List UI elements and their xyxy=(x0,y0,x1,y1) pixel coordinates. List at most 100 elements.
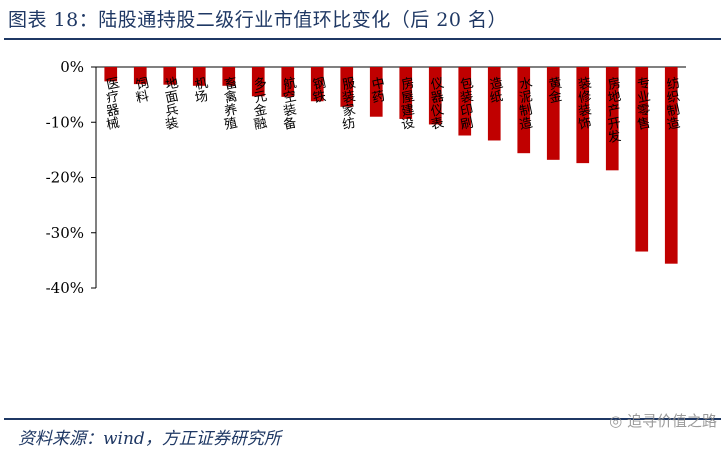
x-tick-char: 装 xyxy=(282,102,298,119)
chart-axes xyxy=(91,66,686,289)
x-tick-char: 装 xyxy=(577,76,593,93)
x-tick-char: 中 xyxy=(371,76,387,93)
x-tick-char: 铁 xyxy=(312,89,328,106)
x-tick-char: 器 xyxy=(430,89,446,106)
x-tick-char: 畜 xyxy=(223,75,239,93)
x-tick-char: 房 xyxy=(606,75,622,93)
bar xyxy=(605,67,619,171)
x-tick-char: 殖 xyxy=(223,115,239,133)
x-tick-char: 疗 xyxy=(105,89,121,106)
x-tick-label: 黄金 xyxy=(547,76,563,107)
x-tick-label: 造纸 xyxy=(489,76,505,107)
bar xyxy=(458,67,472,136)
y-tick-label: -10% xyxy=(46,113,84,131)
bar xyxy=(546,67,560,160)
x-tick-char: 金 xyxy=(252,101,268,119)
x-tick-char: 药 xyxy=(371,89,387,106)
x-tick-char: 水 xyxy=(518,76,534,93)
x-tick-char: 装 xyxy=(577,102,593,119)
bar xyxy=(104,67,118,82)
bar xyxy=(428,67,442,125)
x-tick-char: 服 xyxy=(341,76,357,93)
x-tick-char: 地 xyxy=(607,89,623,106)
y-tick-label: -40% xyxy=(46,279,84,297)
x-tick-char: 备 xyxy=(282,115,298,133)
x-tick-char: 仪 xyxy=(430,76,446,93)
x-tick-label: 饲料 xyxy=(135,76,151,107)
x-tick-char: 黄 xyxy=(548,76,564,93)
bar xyxy=(664,67,678,264)
x-tick-char: 家 xyxy=(341,101,357,119)
x-tick-char: 织 xyxy=(666,89,682,106)
x-tick-char: 建 xyxy=(400,102,416,119)
bar xyxy=(163,67,177,85)
x-tick-char: 纸 xyxy=(489,89,505,106)
x-tick-char: 金 xyxy=(547,88,563,106)
x-tick-char: 开 xyxy=(607,116,623,133)
x-tick-char: 制 xyxy=(518,102,534,119)
x-tick-char: 料 xyxy=(135,89,151,106)
x-tick-label: 中药 xyxy=(371,76,387,107)
figure-title: 图表 18：陆股通持股二级行业市值环比变化（后 20 名） xyxy=(8,9,507,31)
x-tick-char: 包 xyxy=(459,76,475,93)
bar xyxy=(576,67,590,164)
x-tick-char: 售 xyxy=(636,115,652,133)
y-tick-label: -20% xyxy=(46,169,84,187)
y-tick-labels: 0% -10% -20% -30% -40% xyxy=(46,58,84,297)
x-tick-char: 兵 xyxy=(164,102,180,119)
bar xyxy=(517,67,531,154)
chart-bars xyxy=(104,67,678,264)
x-tick-char: 装 xyxy=(459,89,475,106)
x-tick-char: 修 xyxy=(577,89,593,106)
x-tick-char: 纺 xyxy=(666,76,682,93)
x-tick-char: 设 xyxy=(400,116,416,133)
y-tick-label: -30% xyxy=(46,224,84,242)
watermark-text: 追寻价值之路 xyxy=(626,412,717,430)
x-tick-char: 印 xyxy=(459,102,475,119)
x-tick-char: 钢 xyxy=(312,76,328,93)
x-tick-char: 场 xyxy=(194,89,210,106)
bar xyxy=(251,67,265,97)
x-tick-char: 械 xyxy=(105,116,121,133)
source-note: 资料来源：wind，方正证券研究所 xyxy=(18,429,281,449)
x-tick-labels: 医疗器械饲料地面兵装机场畜禽养殖多元金融航空装备钢铁服装家纺中药房屋建设仪器仪表… xyxy=(105,75,681,147)
x-tick-char: 饲 xyxy=(135,76,151,93)
x-tick-char: 制 xyxy=(666,102,682,119)
x-tick-char: 融 xyxy=(253,116,269,133)
x-tick-char: 航 xyxy=(282,75,298,93)
bar xyxy=(281,67,295,97)
x-tick-char: 养 xyxy=(223,101,239,119)
bar xyxy=(192,67,206,86)
x-tick-char: 产 xyxy=(607,102,623,119)
x-tick-char: 装 xyxy=(164,116,180,133)
x-tick-char: 禽 xyxy=(223,88,239,106)
bar xyxy=(133,67,147,85)
bar xyxy=(399,67,413,119)
x-tick-char: 房 xyxy=(400,75,416,93)
bar xyxy=(310,67,324,102)
watermark-logo: ◎ 追寻价值之路 xyxy=(609,410,717,431)
x-tick-char: 空 xyxy=(282,89,298,106)
bar xyxy=(222,67,236,86)
x-tick-char: 机 xyxy=(194,76,210,93)
wechat-icon: ◎ xyxy=(609,412,623,430)
x-tick-char: 装 xyxy=(341,89,357,106)
x-tick-char: 造 xyxy=(518,116,534,133)
x-tick-char: 仪 xyxy=(430,102,446,119)
x-tick-char: 纺 xyxy=(341,116,357,133)
x-tick-char: 饰 xyxy=(577,116,593,133)
x-tick-char: 造 xyxy=(489,76,505,93)
